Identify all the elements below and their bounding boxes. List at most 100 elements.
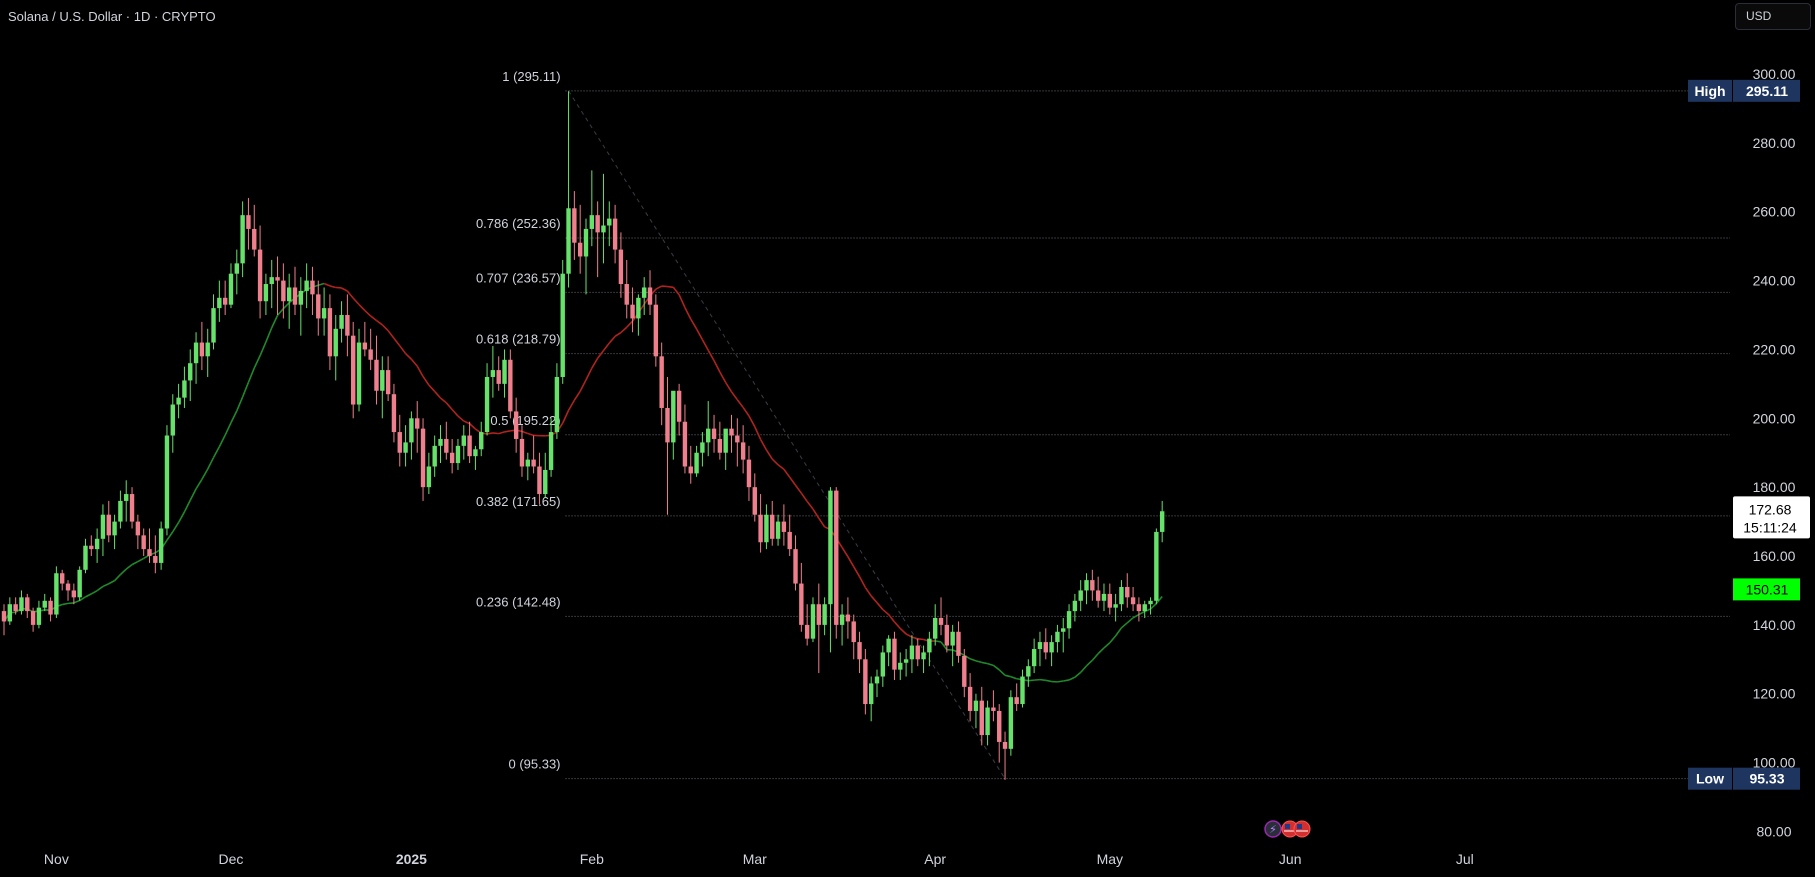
moving-average-segment (177, 511, 186, 523)
candle (403, 425, 408, 467)
moving-average-segment (701, 339, 709, 351)
candle-body (1101, 593, 1107, 601)
candle (839, 604, 845, 646)
candle (985, 700, 990, 746)
candle-body (577, 242, 583, 257)
candle (676, 383, 682, 436)
candle-body (717, 438, 723, 453)
candle (182, 366, 187, 408)
candle-body (1061, 628, 1066, 632)
candle (659, 342, 664, 426)
candle-body (694, 452, 699, 474)
candle (444, 421, 449, 460)
moving-average-segment (346, 290, 354, 299)
candle (706, 401, 711, 457)
candle-body (1107, 593, 1112, 608)
candle (694, 445, 699, 477)
flag-canton (1285, 824, 1290, 829)
candle (129, 487, 135, 529)
candle (787, 514, 792, 557)
candle-body (1008, 697, 1014, 749)
candle-body (7, 604, 13, 622)
candle (1113, 593, 1118, 622)
moving-average-segment (376, 319, 383, 326)
candle-body (30, 611, 36, 625)
candle (1014, 683, 1019, 711)
moving-average-segment (981, 661, 988, 665)
moving-average-segment (1120, 622, 1128, 629)
moving-average-segment (422, 376, 430, 386)
candle (124, 480, 129, 522)
moving-average-segment (591, 357, 599, 369)
candle (950, 624, 955, 667)
moving-average-segment (1010, 675, 1017, 680)
candle-body (1142, 604, 1147, 612)
moving-average-segment (463, 420, 470, 425)
candle (368, 328, 373, 371)
moving-average-segment (73, 599, 80, 604)
lightning-glyph: ⚡ (1269, 824, 1277, 836)
price-tick-label: 140.00 (1753, 617, 1796, 633)
candle-body (793, 549, 798, 584)
candle (1095, 576, 1101, 608)
candle-body (671, 390, 676, 443)
candle (1107, 583, 1112, 615)
candle-body (25, 597, 30, 612)
candle-body (135, 521, 141, 536)
candle-body (1119, 587, 1124, 605)
candle (1072, 593, 1078, 622)
candle (118, 490, 123, 529)
candle (822, 597, 827, 636)
fib-level-label: 0 (95.33) (508, 757, 560, 772)
time-axis: Nov Dec 2025 Feb Mar Apr May Jun Jul (44, 851, 1474, 867)
candle-body (1049, 642, 1054, 653)
candle-body (1159, 511, 1165, 532)
candle-body (787, 531, 792, 550)
candle (566, 91, 571, 288)
candle-body (368, 349, 373, 360)
candle-body (124, 494, 129, 501)
candle-body (525, 459, 530, 467)
fib-level-label: 0.382 (171.65) (476, 494, 561, 509)
moving-average-segment (212, 446, 221, 458)
candle (252, 204, 257, 257)
moving-average-segment (1149, 602, 1157, 610)
moving-average-segment (457, 415, 465, 422)
candle-body (257, 249, 263, 302)
candle-body (222, 297, 228, 305)
candle-body (1002, 741, 1008, 749)
moving-average-segment (602, 342, 610, 352)
moving-average-segment (108, 579, 115, 585)
candle (764, 504, 769, 550)
candle (711, 414, 717, 453)
candle-body (409, 418, 414, 443)
moving-average-segment (777, 464, 785, 470)
moving-average-segment (597, 350, 605, 359)
candle-body (141, 535, 146, 550)
candle (281, 263, 286, 319)
moving-average-segment (276, 308, 284, 316)
moving-average-segment (1103, 642, 1111, 649)
candle-body (775, 521, 781, 539)
candle (1055, 624, 1060, 653)
candle (979, 686, 984, 746)
candle (286, 273, 292, 329)
candle-body (333, 328, 338, 357)
candle-body (851, 621, 856, 643)
moving-average-segment (759, 439, 768, 451)
candle-body (752, 487, 757, 515)
candle (863, 648, 868, 715)
candle (77, 566, 82, 601)
currency-button[interactable]: USD (1735, 3, 1811, 30)
moving-average-segment (1045, 679, 1052, 683)
candle-body (60, 573, 65, 584)
candle (630, 287, 635, 333)
moving-average-segment (1057, 680, 1064, 683)
candle-body (1084, 580, 1089, 591)
moving-average-segment (655, 285, 663, 290)
moving-average-segment (230, 410, 238, 424)
moving-average-segment (695, 328, 704, 341)
candle (1159, 500, 1165, 543)
high-badge-value-box (1733, 79, 1800, 102)
